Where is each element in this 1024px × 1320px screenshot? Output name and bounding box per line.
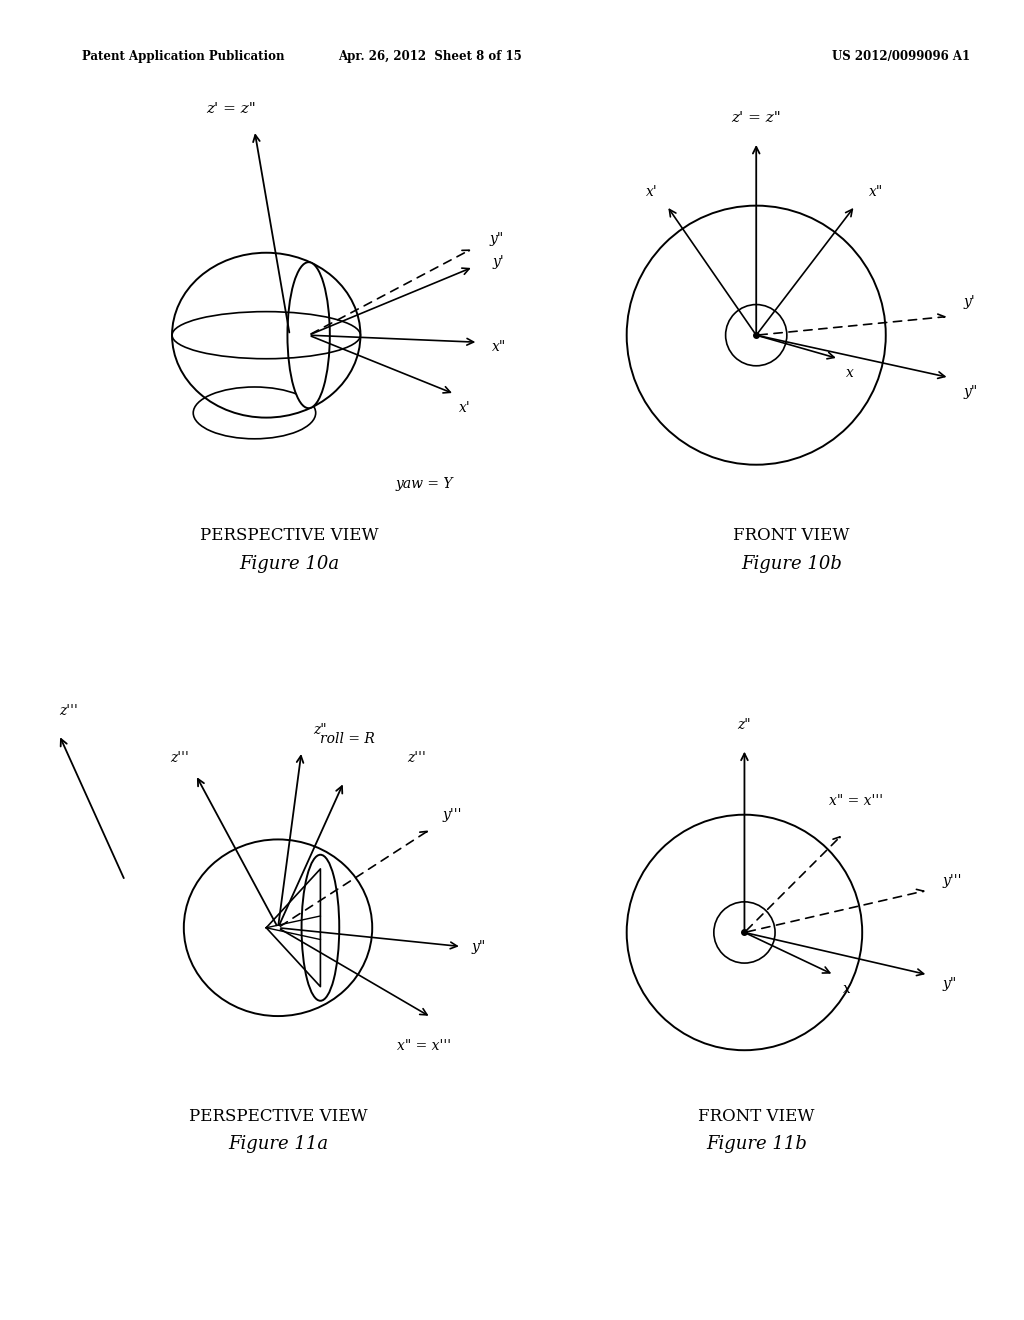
Text: y": y" — [471, 940, 485, 953]
Text: x': x' — [460, 401, 471, 416]
Text: x': x' — [645, 185, 657, 198]
Text: PERSPECTIVE VIEW: PERSPECTIVE VIEW — [188, 1107, 368, 1125]
Text: Apr. 26, 2012  Sheet 8 of 15: Apr. 26, 2012 Sheet 8 of 15 — [338, 50, 522, 63]
Text: z": z" — [313, 723, 327, 737]
Text: y": y" — [964, 384, 978, 399]
Text: roll = R: roll = R — [321, 733, 375, 746]
Text: x: x — [846, 366, 854, 380]
Text: z": z" — [737, 718, 752, 733]
Text: x" = x''': x" = x''' — [829, 793, 884, 808]
Text: FRONT VIEW: FRONT VIEW — [733, 527, 850, 544]
Text: Figure 11b: Figure 11b — [706, 1135, 807, 1154]
Text: Figure 10b: Figure 10b — [741, 554, 842, 573]
Text: Figure 10a: Figure 10a — [240, 554, 340, 573]
Text: y''': y''' — [442, 808, 463, 822]
Text: yaw = Y: yaw = Y — [395, 477, 454, 491]
Ellipse shape — [288, 263, 330, 408]
Text: z''': z''' — [170, 751, 188, 766]
Text: y": y" — [489, 231, 504, 246]
Text: z''': z''' — [59, 704, 78, 718]
Text: z''': z''' — [408, 751, 426, 766]
Ellipse shape — [301, 855, 339, 1001]
Text: FRONT VIEW: FRONT VIEW — [698, 1107, 814, 1125]
Text: PERSPECTIVE VIEW: PERSPECTIVE VIEW — [201, 527, 379, 544]
Text: x: x — [844, 982, 851, 997]
Text: x": x" — [869, 185, 884, 198]
Text: y''': y''' — [942, 874, 962, 887]
Text: x" = x''': x" = x''' — [397, 1039, 452, 1052]
Text: y': y' — [493, 255, 504, 269]
Text: US 2012/0099096 A1: US 2012/0099096 A1 — [833, 50, 970, 63]
Text: y': y' — [964, 296, 975, 309]
Text: y": y" — [942, 977, 956, 991]
Text: Patent Application Publication: Patent Application Publication — [82, 50, 285, 63]
Text: Figure 11a: Figure 11a — [228, 1135, 328, 1154]
Text: z' = z": z' = z" — [731, 111, 781, 125]
Text: x": x" — [493, 341, 507, 354]
Text: z' = z": z' = z" — [206, 102, 256, 116]
